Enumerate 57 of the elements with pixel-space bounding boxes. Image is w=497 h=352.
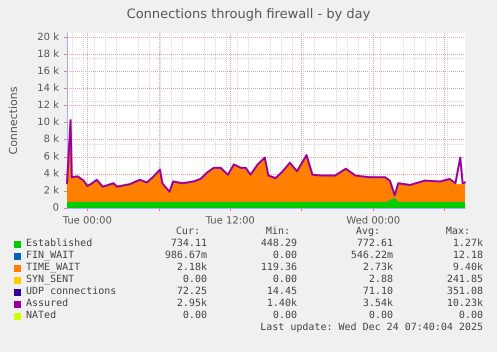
text: 986.67m	[164, 250, 207, 262]
text: Min:	[266, 226, 290, 238]
x-tick-label: Tue 00:00	[62, 216, 112, 226]
legend-label: SYN_SENT	[26, 274, 74, 286]
y-tick-label: 6 k	[44, 151, 60, 162]
text: Max:	[446, 226, 470, 238]
text: 2.73k	[362, 262, 393, 274]
text: Last update: Wed Dec 24 07:40:04 2025	[260, 322, 483, 334]
legend-label: TIME_WAIT	[26, 262, 80, 274]
text: 2.18k	[176, 262, 207, 274]
y-tick-label: 16 k	[37, 66, 60, 77]
text: 772.61	[356, 238, 393, 250]
text: 241.85	[446, 274, 483, 286]
text: 10.23k	[446, 298, 483, 310]
text: 0.00	[182, 310, 207, 322]
text: 2.88	[368, 274, 393, 286]
text: Cur:	[176, 226, 200, 238]
text: 0.00	[458, 310, 483, 322]
y-tick-label: 4 k	[44, 168, 60, 180]
y-tick-label: 14 k	[37, 82, 60, 94]
text: 351.08	[446, 286, 483, 298]
y-tick-label: 8 k	[44, 134, 60, 146]
text: 12.18	[452, 250, 483, 262]
text: 71.10	[362, 286, 393, 298]
y-tick-label: 0	[52, 202, 59, 214]
legend-label: UDP connections	[26, 286, 116, 298]
text: 2.95k	[176, 298, 207, 310]
x-tick-label: Wed 00:00	[346, 216, 400, 226]
y-axis-title: Connections	[7, 86, 20, 154]
legend-label: Established	[26, 238, 92, 250]
text: 72.25	[176, 286, 207, 298]
x-tick-label: Tue 12:00	[204, 216, 255, 226]
text: 546.22m	[350, 250, 393, 262]
y-tick-label: 18 k	[37, 48, 60, 60]
text: 3.54k	[362, 298, 393, 310]
text: 9.40k	[452, 262, 483, 274]
text: 0.00	[272, 274, 297, 286]
text: 1.27k	[452, 238, 483, 250]
text: 734.11	[170, 238, 207, 250]
chart-title: Connections through firewall - by day	[126, 7, 371, 22]
text: 1.40k	[266, 298, 297, 310]
legend-label: FIN_WAIT	[26, 250, 74, 262]
line-series	[66, 119, 466, 196]
text: 119.36	[260, 262, 297, 274]
legend-label: NATed	[26, 310, 56, 322]
text: Avg:	[356, 226, 380, 238]
y-tick-label: 2 k	[44, 185, 60, 196]
y-tick-label: 20 k	[37, 32, 60, 43]
y-tick-label: 10 k	[37, 117, 60, 128]
text: 0.00	[272, 310, 297, 322]
text: 0.00	[182, 274, 207, 286]
text: 0.00	[368, 310, 393, 322]
y-tick-label: 12 k	[37, 100, 60, 112]
text: 14.45	[266, 286, 297, 298]
text: 448.29	[260, 238, 297, 250]
legend-label: Assured	[26, 298, 68, 310]
text: 0.00	[272, 250, 297, 262]
